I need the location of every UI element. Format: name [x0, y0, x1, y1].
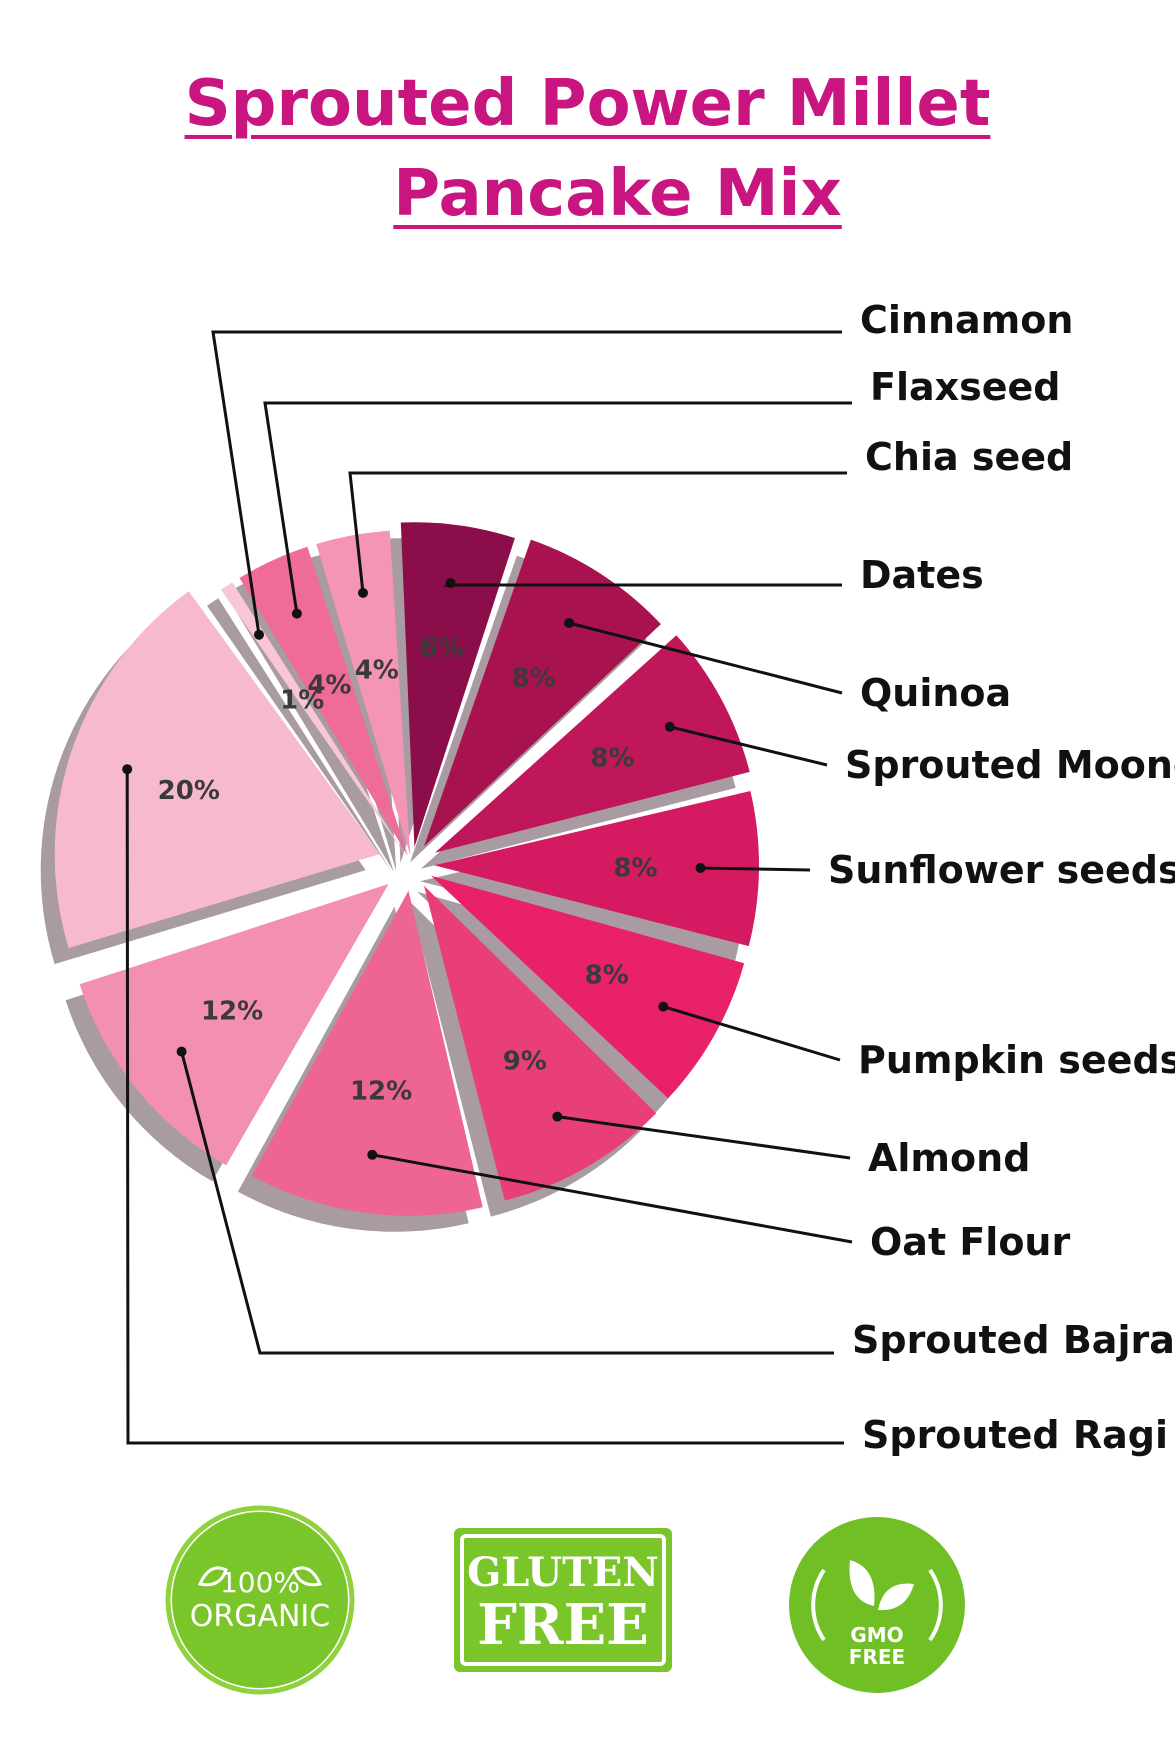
- pie-slice-cinnamon: [221, 582, 407, 857]
- legend-label-almond: Almond: [868, 1136, 1030, 1180]
- pie-slice-sprouted-bajra: [79, 883, 389, 1166]
- gmo-badge-line1: GMO: [850, 1623, 903, 1647]
- pie-slice-sprouted-moong: [434, 635, 750, 853]
- pie-chart: 6%8%8%8%8%9%12%12%20%1%4% 4%DatesQuinoaSp…: [40, 298, 1175, 1457]
- organic-badge-ring: [165, 1505, 355, 1695]
- title-line-1: Sprouted Power Millet: [184, 67, 991, 141]
- legend-label-sunflower-seeds: Sunflower seeds: [828, 848, 1175, 892]
- slice-percent-label: 8%: [512, 664, 556, 694]
- leader-line: [662, 1005, 841, 1062]
- gmo-badge-line2: FREE: [849, 1645, 905, 1669]
- legend-label-quinoa: Quinoa: [860, 671, 1011, 715]
- gluten-badge-line2: FREE: [477, 1592, 649, 1658]
- slice-percent-label: 4%: [307, 671, 351, 701]
- leader-dot: [658, 1001, 669, 1012]
- pie-slice-pumpkin-seeds: [431, 875, 745, 1099]
- leader-line: [348, 471, 847, 594]
- legend-label-sprouted-bajra: Sprouted Bajra: [852, 1318, 1175, 1362]
- pie-slice-chia-seed: [316, 530, 411, 856]
- leaf-icon: [292, 1566, 323, 1587]
- legend: Dates Quinoa Sprouted Moong Sunflower seeds…: [122, 298, 1175, 1457]
- organic-badge-line1: 100%: [220, 1566, 300, 1599]
- leader-dot: [695, 863, 706, 873]
- slice-percent-label: 12%: [201, 997, 263, 1027]
- leader-line: [700, 866, 811, 872]
- leader-dot: [564, 618, 575, 628]
- slice-percent-label: 4%: [355, 656, 399, 686]
- leader-line: [180, 1051, 834, 1355]
- pie-slice-sprouted-ragi: [54, 591, 380, 949]
- legend-label-chia-seed: Chia seed: [865, 435, 1073, 479]
- organic-badge-line2: ORGANIC: [190, 1599, 330, 1634]
- gluten-free-badge: GLUTEN FREE: [454, 1528, 672, 1672]
- organic-badge: 100% ORGANIC: [165, 1505, 355, 1695]
- legend-label-oat-flour: Oat Flour: [870, 1220, 1070, 1264]
- leader-dot: [122, 764, 133, 775]
- leader-line: [669, 725, 828, 767]
- leader-line: [211, 330, 842, 635]
- legend-label-cinnamon: Cinnamon: [860, 298, 1073, 342]
- leader-dot: [445, 578, 456, 589]
- title-line-2: Pancake Mix: [393, 157, 842, 231]
- leader-dot: [358, 587, 368, 598]
- leader-dot: [552, 1111, 563, 1122]
- slice-percent-label: 8%: [613, 853, 657, 883]
- slices: [54, 522, 760, 1216]
- leader-dot: [176, 1046, 187, 1057]
- slice-labels: 6%8%8%8%8%9%12%12%20%1%4% 4%: [158, 634, 658, 1107]
- leader-dot: [254, 629, 264, 640]
- slice-percent-label: 8%: [585, 961, 629, 991]
- leader-line: [568, 621, 843, 695]
- legend-label-sprouted-moong: Sprouted Moong: [845, 743, 1175, 787]
- leader-dot: [664, 721, 675, 732]
- pie-slice-flaxseed: [239, 546, 408, 856]
- legend-label-sprouted-ragi: Sprouted Ragi: [862, 1413, 1168, 1457]
- leader-line: [125, 769, 844, 1445]
- pie-slice-oat-flour: [251, 890, 483, 1216]
- pie-slice-dates: [400, 522, 515, 848]
- leader-line: [372, 1153, 853, 1244]
- organic-badge-circle: [172, 1512, 348, 1688]
- slice-percent-label: 1%: [280, 686, 324, 716]
- slice-percent-label: 9%: [503, 1046, 547, 1076]
- gmo-free-badge: GMO FREE: [789, 1517, 965, 1693]
- leader-dot: [367, 1149, 378, 1160]
- leader-line: [557, 1115, 851, 1160]
- slice-percent-label: 6%: [420, 634, 464, 664]
- pie-slice-quinoa: [423, 539, 661, 847]
- slice-percent-label: 20%: [158, 776, 220, 806]
- slice-percent-label: 12%: [350, 1076, 412, 1106]
- leader-dot: [291, 608, 302, 619]
- legend-label-pumpkin-seeds: Pumpkin seeds: [858, 1038, 1175, 1082]
- pie-slice-sunflower-seeds: [433, 791, 760, 947]
- leader-line: [263, 401, 852, 614]
- gluten-badge-border: [460, 1534, 666, 1666]
- gluten-badge-line1: GLUTEN: [467, 1549, 659, 1596]
- legend-label-flaxseed: Flaxseed: [870, 365, 1061, 409]
- leader-line: [443, 581, 842, 587]
- slice-percent-label: 8%: [590, 744, 634, 774]
- leaves-icon: [849, 1560, 914, 1614]
- legend-label-dates: Dates: [860, 553, 984, 597]
- leaf-icon: [197, 1566, 228, 1587]
- slice-shadow: [207, 598, 393, 873]
- gmo-badge-arc-right: [928, 1568, 943, 1642]
- gmo-badge-arc-left: [811, 1568, 826, 1642]
- gluten-badge-bg: [454, 1528, 672, 1672]
